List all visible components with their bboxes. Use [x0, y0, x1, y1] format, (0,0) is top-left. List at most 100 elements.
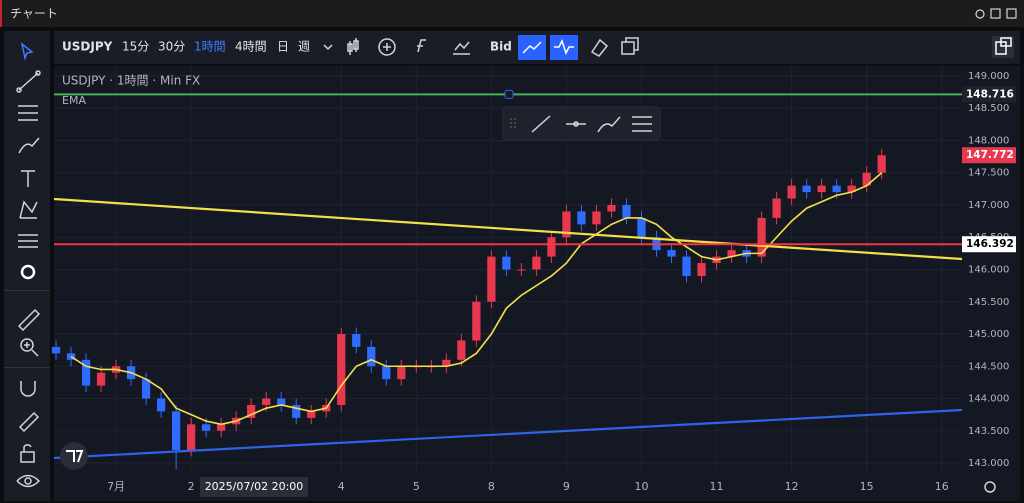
x-tick-label: 10: [634, 480, 648, 493]
candle-body: [156, 398, 166, 412]
y-tick-label: 145.500: [968, 297, 1009, 308]
price-type[interactable]: Bid: [490, 40, 512, 54]
candle-body: [577, 211, 586, 225]
candle-body: [337, 334, 346, 405]
candle-body: [66, 353, 76, 360]
intervals: 15分 30分 1時間 4時間日週: [122, 40, 310, 54]
trend-line: [53, 408, 963, 460]
candle-body: [442, 359, 451, 367]
candle-body: [862, 172, 871, 186]
trend-line: [53, 197, 963, 261]
y-tick-label: 147.500: [968, 168, 1009, 179]
crosshair-label: 2025/07/02 20:00: [205, 480, 304, 493]
axis-settings[interactable]: [984, 481, 996, 493]
y-tick-label: 144.500: [968, 361, 1009, 372]
candle-body: [51, 346, 61, 354]
price-label: 148.716: [966, 88, 1014, 100]
candle-body: [262, 398, 271, 405]
candle-body: [457, 340, 466, 360]
interval[interactable]: 15分: [122, 40, 149, 54]
price-axis: [962, 66, 1020, 501]
candle-body: [802, 185, 811, 193]
indicator-name: EMA: [62, 94, 86, 107]
candle-body: [667, 250, 676, 257]
ema-line: [70, 172, 883, 426]
candle-body: [562, 211, 571, 238]
interval-dropdown[interactable]: [323, 44, 333, 51]
candle-body: [472, 301, 481, 341]
candle-body: [247, 404, 256, 418]
left-tool-icons[interactable]: [16, 42, 41, 488]
y-tick-label: 149.000: [968, 71, 1009, 82]
interval[interactable]: 4時間: [235, 40, 267, 54]
candle-body: [352, 334, 361, 347]
candle-body: [292, 404, 301, 418]
candle-body: [307, 411, 316, 418]
x-tick-label: 11: [710, 480, 724, 493]
interval[interactable]: 30分: [158, 40, 185, 54]
y-tick-label: 148.000: [968, 135, 1009, 146]
chart-title: USDJPY · 1時間 · Min FX: [62, 74, 200, 88]
handle: [504, 89, 514, 99]
sep: [4, 290, 50, 291]
x-tick-label: 9: [563, 480, 570, 493]
logo-mark: [66, 450, 84, 463]
candle-body: [487, 256, 496, 302]
candle-body: [787, 185, 796, 199]
candle-body: [277, 398, 286, 405]
symbol[interactable]: USDJPY: [62, 40, 113, 54]
x-tick-label: 12: [785, 480, 799, 493]
x-tick-label: 15: [860, 480, 874, 493]
candle-body: [202, 424, 211, 431]
window-title: チャート: [10, 7, 58, 21]
y-tick-label: 144.000: [968, 394, 1009, 405]
candle-body: [141, 379, 151, 399]
title-accent: [0, 0, 2, 27]
y-tick-label: 148.500: [968, 103, 1009, 114]
candle-body: [622, 204, 631, 218]
candle-body: [397, 366, 406, 380]
sep: [4, 367, 50, 368]
interval[interactable]: 週: [298, 40, 310, 54]
crosshair-box: [200, 477, 308, 497]
candle-body: [697, 263, 706, 276]
x-tick-label: 2: [188, 480, 195, 493]
candle-body: [532, 256, 541, 270]
candle-body: [367, 346, 376, 367]
plot: [51, 66, 963, 475]
candle-body: [877, 155, 886, 173]
x-tick-label: 4: [338, 480, 345, 493]
candle-body: [637, 217, 646, 238]
price-label-box: [962, 86, 1016, 103]
candle-body: [217, 424, 226, 431]
candle-body: [832, 185, 841, 193]
candle-body: [547, 237, 556, 257]
candle-body: [187, 424, 196, 451]
x-tick-label: 5: [413, 480, 420, 493]
x-tick-label: 8: [488, 480, 495, 493]
y-tick-label: 143.000: [968, 458, 1009, 469]
interval[interactable]: 1時間: [194, 40, 226, 54]
window-icons[interactable]: [975, 8, 1017, 19]
candle-body: [171, 411, 181, 451]
price-label-box: [962, 236, 1016, 253]
candle-body: [682, 256, 691, 276]
candle-body: [592, 211, 601, 225]
candle-body: [847, 185, 856, 193]
candle-body: [382, 366, 391, 380]
candle-body: [607, 204, 616, 212]
candle-body: [96, 372, 106, 386]
candle-body: [81, 359, 91, 386]
x-tick-label: 16: [935, 480, 949, 493]
title-bar: [0, 0, 1024, 27]
candle-body: [727, 250, 736, 257]
candle-body: [517, 269, 526, 271]
top-tool-icons[interactable]: [347, 35, 1014, 60]
floating-tools[interactable]: [510, 115, 652, 133]
y-tick-label: 147.000: [968, 200, 1009, 211]
y-tick-label: 146.000: [968, 265, 1009, 276]
x-tick-label: 7月: [107, 480, 125, 493]
interval[interactable]: 日: [277, 40, 289, 54]
